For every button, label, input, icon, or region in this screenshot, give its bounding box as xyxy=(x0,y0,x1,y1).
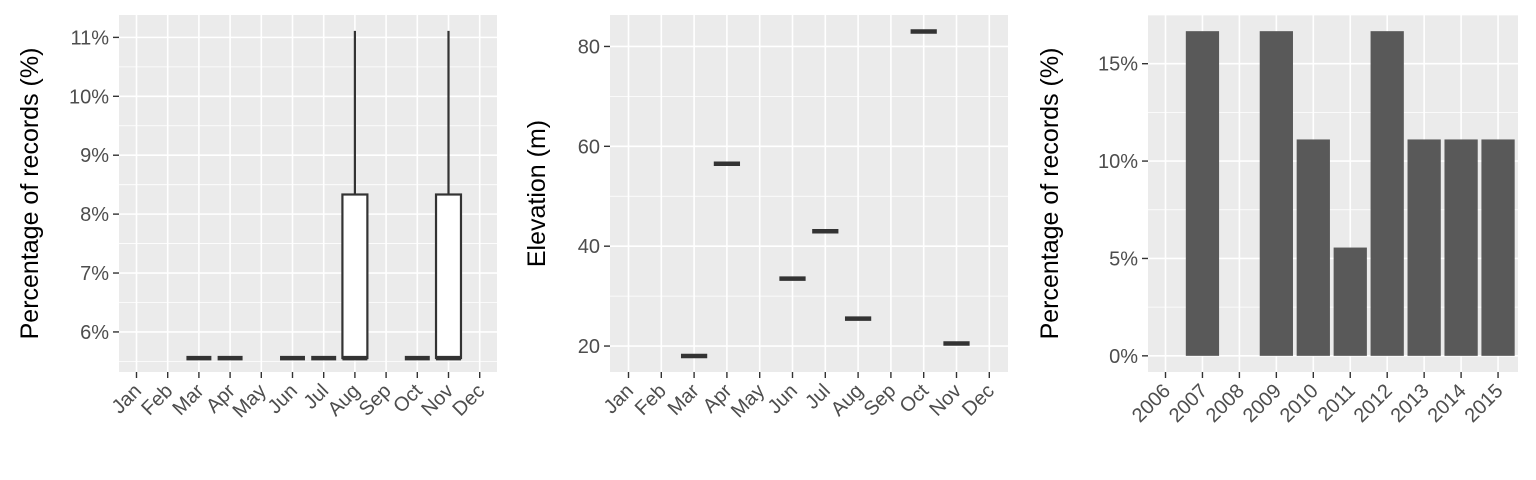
y-tick-label: 0% xyxy=(1109,346,1138,368)
x-tick-label: Jun xyxy=(764,380,802,418)
y-axis-title: Elevation (m) xyxy=(523,120,551,267)
x-tick-label: Nov xyxy=(417,380,458,421)
y-tick-label: 7% xyxy=(80,263,109,285)
plot-background xyxy=(610,15,1008,372)
x-tick-label: Jan xyxy=(108,380,146,418)
y-axis-title: Percentage of records (%) xyxy=(1036,48,1064,340)
y-tick-label: 8% xyxy=(80,204,109,226)
x-tick-label: Jun xyxy=(264,380,302,418)
bar-2015 xyxy=(1481,139,1515,356)
x-tick-label: Mar xyxy=(664,380,704,420)
x-tick-label: 2015 xyxy=(1461,380,1508,427)
plot-background xyxy=(119,15,497,372)
x-tick-label: Sep xyxy=(860,380,901,421)
y-tick-label: 10% xyxy=(1098,151,1138,173)
x-tick-label: 2009 xyxy=(1239,380,1286,427)
y-tick-label: 15% xyxy=(1098,54,1138,76)
y-tick-label: 6% xyxy=(80,322,109,344)
box-Aug xyxy=(341,193,369,360)
box-Nov xyxy=(434,193,463,360)
x-tick-label: 2008 xyxy=(1202,380,1249,427)
x-tick-label: 2010 xyxy=(1276,380,1323,427)
x-tick-label: Mar xyxy=(169,380,209,420)
bar-2011 xyxy=(1333,247,1367,356)
y-tick-label: 20 xyxy=(578,336,600,358)
y-axis-title: Percentage of records (%) xyxy=(16,48,44,340)
x-tick-label: Feb xyxy=(631,380,671,420)
x-tick-label: Dec xyxy=(958,380,999,421)
monthly-percentage-boxplot: 6%7%8%9%10%11%JanFebMarAprMayJunJulAugSe… xyxy=(16,15,497,422)
x-tick-label: Feb xyxy=(137,380,177,420)
y-tick-label: 10% xyxy=(69,86,109,108)
y-tick-label: 40 xyxy=(578,236,600,258)
bar-2010 xyxy=(1296,139,1330,356)
y-tick-label: 11% xyxy=(70,27,109,49)
x-tick-label: 2013 xyxy=(1387,380,1434,427)
x-tick-label: Oct xyxy=(896,380,934,418)
bar-2007 xyxy=(1185,31,1220,356)
x-tick-label: Oct xyxy=(389,380,427,418)
y-tick-label: 5% xyxy=(1109,248,1138,270)
x-tick-label: 2011 xyxy=(1314,380,1360,426)
x-tick-label: Dec xyxy=(449,380,490,421)
x-tick-label: 2012 xyxy=(1350,380,1397,427)
x-tick-label: Aug xyxy=(827,380,868,421)
x-tick-label: 2006 xyxy=(1128,380,1175,427)
yearly-percentage-bar-chart: 0%5%10%15%200620072008200920102011201220… xyxy=(1036,14,1518,427)
x-tick-label: May xyxy=(727,380,769,422)
y-tick-label: 60 xyxy=(578,136,600,158)
x-tick-label: Nov xyxy=(925,380,966,421)
bar-2012 xyxy=(1370,31,1404,356)
y-tick-label: 9% xyxy=(80,145,109,167)
bar-2014 xyxy=(1444,139,1478,356)
x-tick-label: Jan xyxy=(600,380,638,418)
bar-2009 xyxy=(1259,31,1293,356)
x-tick-label: 2014 xyxy=(1424,380,1471,427)
x-tick-label: 2007 xyxy=(1165,380,1212,427)
y-tick-label: 80 xyxy=(578,36,600,58)
bar-2013 xyxy=(1407,139,1441,356)
